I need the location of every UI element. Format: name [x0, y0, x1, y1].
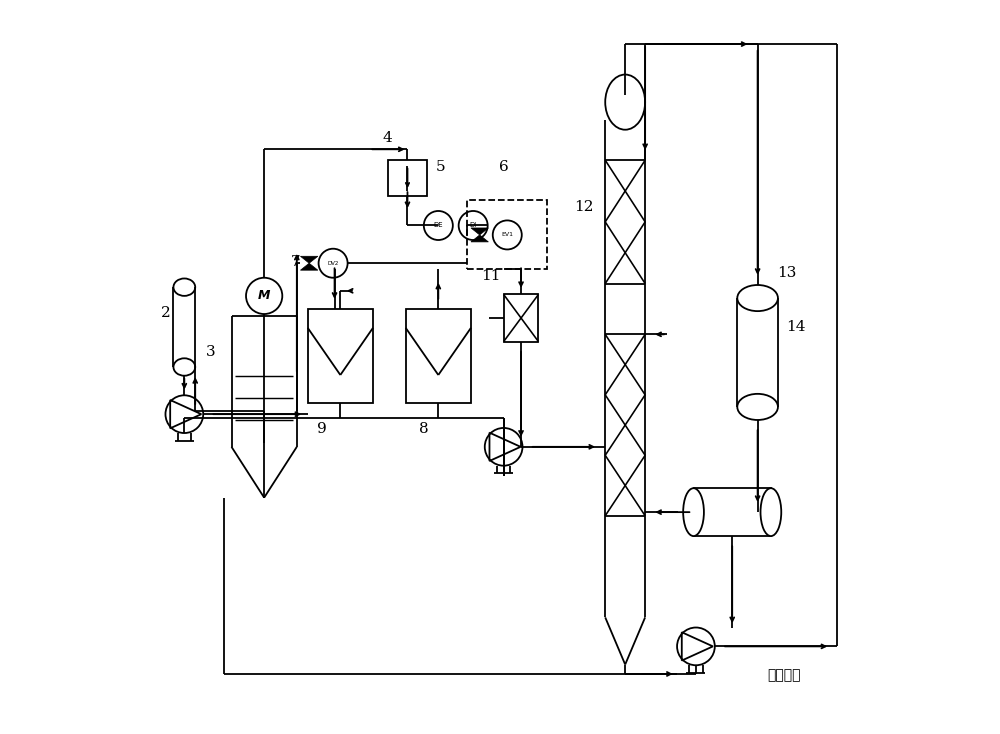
Bar	[406, 309, 471, 403]
Circle shape	[485, 428, 522, 465]
Text: 9: 9	[317, 421, 327, 436]
Text: EV1: EV1	[501, 233, 513, 237]
Circle shape	[459, 211, 488, 240]
Ellipse shape	[173, 358, 195, 376]
Circle shape	[677, 628, 715, 665]
Circle shape	[246, 277, 282, 314]
Ellipse shape	[173, 278, 195, 296]
Text: 13: 13	[777, 266, 796, 280]
Bar	[308, 309, 373, 403]
Circle shape	[319, 249, 348, 277]
Ellipse shape	[737, 285, 778, 311]
Text: 2: 2	[161, 305, 171, 319]
Ellipse shape	[683, 488, 704, 536]
Bar	[388, 160, 427, 197]
Ellipse shape	[605, 75, 645, 130]
Text: 6: 6	[499, 161, 509, 175]
Text: 7: 7	[291, 255, 300, 269]
Text: 污水处理: 污水处理	[768, 669, 801, 683]
Text: 8: 8	[419, 421, 429, 436]
Circle shape	[424, 211, 453, 240]
Text: 12: 12	[574, 200, 594, 214]
Circle shape	[165, 396, 203, 433]
Text: DE: DE	[434, 222, 443, 228]
Bar	[504, 294, 538, 341]
Text: 4: 4	[383, 131, 392, 145]
Polygon shape	[471, 228, 488, 235]
Text: DI: DI	[470, 222, 477, 228]
Ellipse shape	[761, 488, 781, 536]
Polygon shape	[300, 264, 318, 270]
Ellipse shape	[737, 394, 778, 420]
Text: 14: 14	[786, 320, 806, 334]
Bar	[467, 200, 547, 269]
Text: 5: 5	[436, 161, 445, 175]
Text: M: M	[258, 289, 270, 302]
Polygon shape	[471, 235, 488, 242]
Text: 11: 11	[482, 269, 501, 283]
Polygon shape	[300, 256, 318, 264]
Circle shape	[493, 220, 522, 250]
Bar	[694, 488, 771, 536]
Text: 3: 3	[206, 346, 216, 360]
Text: DV2: DV2	[327, 261, 339, 266]
